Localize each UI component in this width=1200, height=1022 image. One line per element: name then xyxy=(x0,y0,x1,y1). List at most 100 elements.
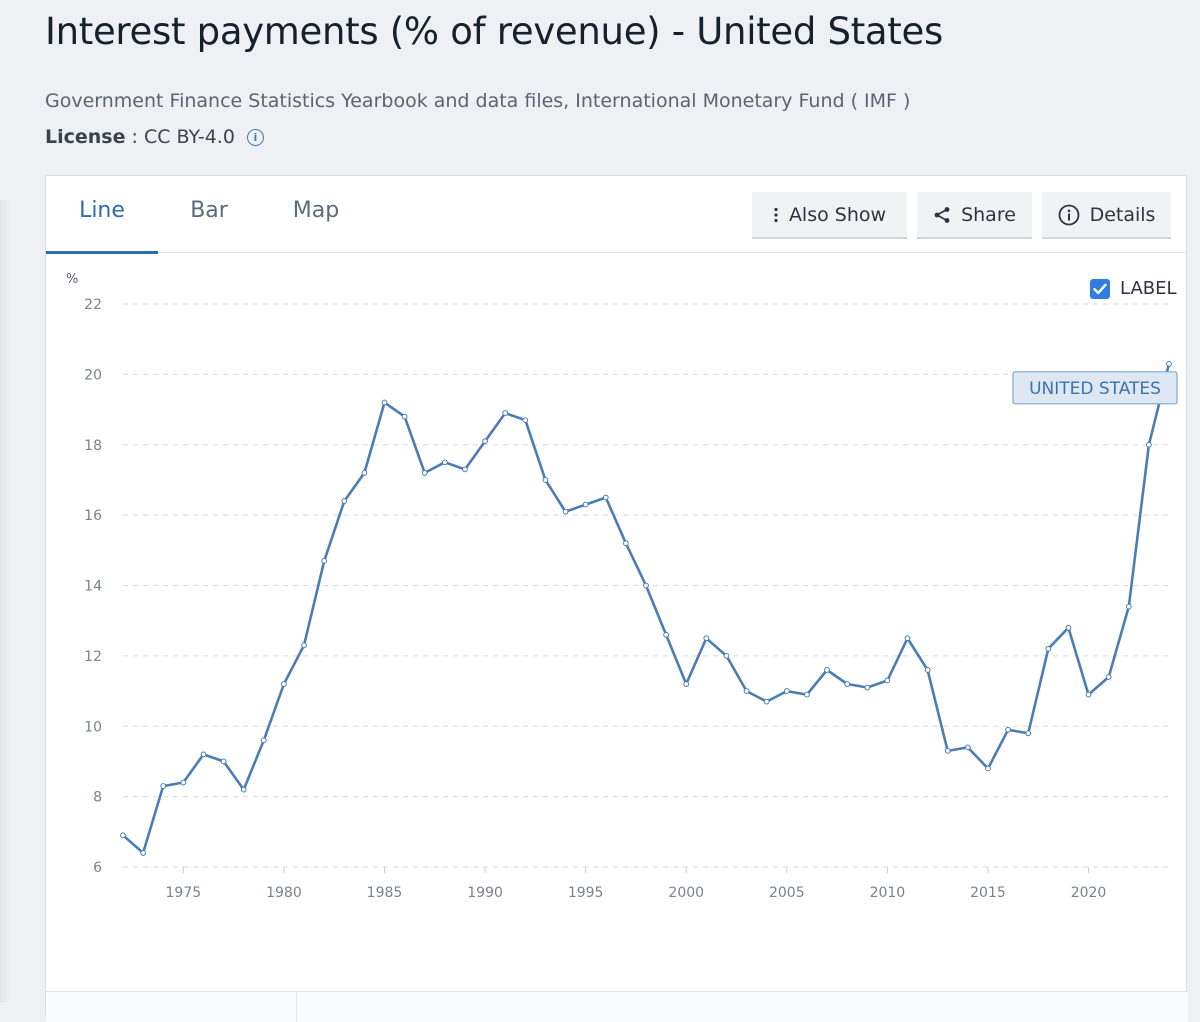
data-point xyxy=(985,765,991,772)
also-show-button[interactable]: Also Show xyxy=(752,192,907,239)
info-icon[interactable]: i xyxy=(246,128,264,146)
x-tick-label: 2020 xyxy=(1071,885,1107,901)
label-toggle-text: LABEL xyxy=(1120,278,1177,299)
data-point xyxy=(582,501,589,508)
data-point xyxy=(1065,624,1072,631)
data-point xyxy=(683,681,690,687)
data-point xyxy=(924,667,931,673)
data-point xyxy=(964,744,971,751)
page-left-edge xyxy=(0,200,10,1002)
tab-bar-chart[interactable]: Bar xyxy=(166,176,252,253)
label-toggle[interactable]: LABEL xyxy=(1090,278,1177,299)
data-point xyxy=(361,470,368,476)
x-tick-label: 2000 xyxy=(668,885,704,901)
share-button[interactable]: Share xyxy=(917,192,1032,239)
license-value: : CC BY-4.0 xyxy=(131,126,235,148)
data-point xyxy=(421,470,428,476)
data-point xyxy=(783,688,790,694)
data-point xyxy=(180,779,187,786)
data-point xyxy=(281,681,287,687)
share-label: Share xyxy=(961,203,1016,226)
data-point xyxy=(341,498,348,504)
data-point xyxy=(1085,691,1092,698)
data-point xyxy=(381,399,388,406)
line-chart: % 6 8 10 12 14 16 18 20 22 1975 1980 1985 1990 1995 200… xyxy=(66,272,1178,901)
data-point xyxy=(804,691,810,698)
chart-card: Line Bar Map Also Show Share xyxy=(45,175,1188,1022)
y-tick-label: 14 xyxy=(84,579,102,595)
page-title: Interest payments (% of revenue) - Unite… xyxy=(45,10,943,53)
info-circle-icon xyxy=(1058,204,1080,226)
label-checkbox[interactable] xyxy=(1090,278,1110,299)
y-tick-label: 8 xyxy=(93,790,102,806)
x-tick-label: 1985 xyxy=(367,885,403,901)
data-point xyxy=(824,667,830,673)
data-point xyxy=(160,783,167,789)
data-point xyxy=(884,677,891,684)
y-axis-unit-label: % xyxy=(66,272,78,287)
data-point xyxy=(220,758,227,765)
bottom-divider xyxy=(296,992,297,1022)
data-point xyxy=(401,413,408,420)
details-label: Details xyxy=(1089,203,1156,226)
data-point xyxy=(763,698,770,705)
tab-map[interactable]: Map xyxy=(272,176,360,253)
check-icon xyxy=(1093,283,1107,294)
data-point xyxy=(743,688,750,694)
share-icon xyxy=(933,206,951,224)
details-button[interactable]: Details xyxy=(1042,192,1171,239)
data-point xyxy=(622,540,629,547)
data-point xyxy=(542,477,549,483)
tab-bar: Line Bar Map Also Show Share xyxy=(46,176,1186,254)
data-point xyxy=(441,459,448,466)
data-point xyxy=(844,681,851,687)
chart-area: % 6 8 10 12 14 16 18 20 22 1975 1980 1985 1990 1995 200… xyxy=(46,254,1188,994)
y-tick-label: 12 xyxy=(84,649,102,665)
data-point xyxy=(1125,603,1132,610)
tab-map-label: Map xyxy=(292,198,340,223)
more-vertical-icon xyxy=(773,207,779,223)
tab-line-label: Line xyxy=(79,198,125,223)
bottom-strip xyxy=(46,991,1188,1022)
data-point xyxy=(944,747,951,754)
data-point xyxy=(1105,674,1112,680)
y-tick-label: 20 xyxy=(84,367,102,383)
x-tick-label: 1975 xyxy=(166,885,202,901)
data-point xyxy=(482,438,488,445)
source-text: Government Finance Statistics Yearbook a… xyxy=(45,90,911,112)
license-line: License : CC BY-4.0 i xyxy=(45,126,264,148)
x-tick-label: 1980 xyxy=(266,885,302,901)
data-point xyxy=(643,582,649,589)
tab-bar-label: Bar xyxy=(190,198,228,223)
data-point xyxy=(602,494,609,501)
data-point xyxy=(703,635,710,642)
y-tick-label: 16 xyxy=(84,508,102,524)
data-point xyxy=(1045,645,1052,652)
data-point xyxy=(904,635,911,642)
data-point xyxy=(864,684,871,691)
x-tick-label: 2005 xyxy=(769,885,805,901)
data-point xyxy=(301,642,307,649)
x-tick-label: 1995 xyxy=(568,885,604,901)
data-point xyxy=(140,850,147,856)
y-tick-label: 22 xyxy=(84,297,102,313)
series-line xyxy=(121,362,1171,855)
x-tick-label: 2010 xyxy=(870,885,906,901)
data-point xyxy=(240,786,247,793)
y-tick-label: 6 xyxy=(93,860,102,876)
data-point xyxy=(1025,730,1032,737)
y-tick-label: 10 xyxy=(84,719,102,735)
data-point xyxy=(1166,360,1172,367)
data-point xyxy=(723,652,730,659)
also-show-label: Also Show xyxy=(788,203,887,226)
series-label-box xyxy=(1012,371,1178,405)
data-point xyxy=(321,557,328,564)
x-tick-label: 1990 xyxy=(467,885,503,901)
x-tick-label: 2015 xyxy=(970,885,1006,901)
data-point xyxy=(200,751,207,758)
tab-line[interactable]: Line xyxy=(46,176,158,254)
data-point xyxy=(562,508,569,515)
series-label: UNITED STATES xyxy=(1029,379,1161,399)
license-label: License xyxy=(45,126,126,148)
data-point xyxy=(663,631,670,638)
